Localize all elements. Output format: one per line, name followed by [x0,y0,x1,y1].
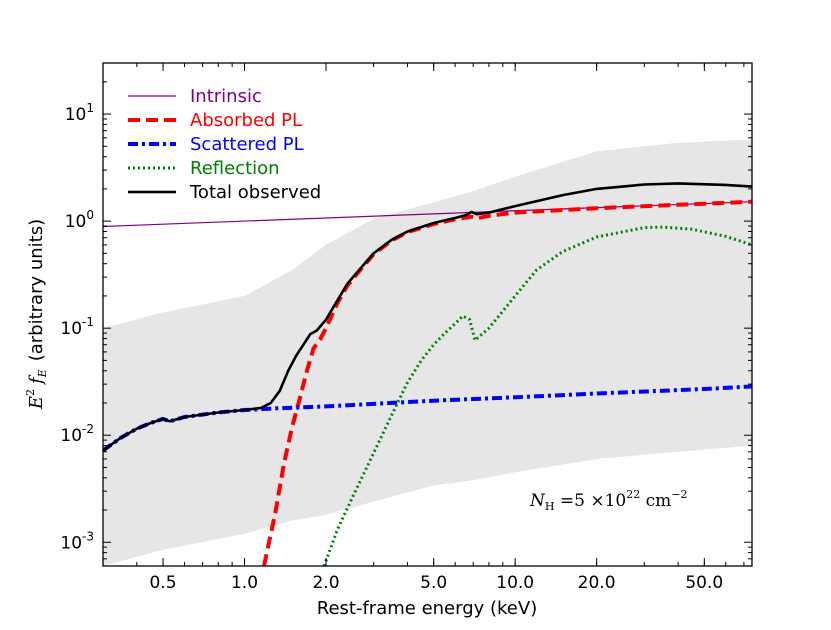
nh-annotation-sup1: 22 [626,488,640,501]
y-tick-label: 10-1 [60,315,94,339]
y-tick-exponent: 0 [86,208,94,222]
x-tick-label: 10.0 [496,573,534,593]
x-tick-label: 20.0 [578,573,616,593]
y-tick-base: 10 [60,533,82,553]
nh-annotation: NH =5 ×1022 cm−2 [529,488,687,513]
legend-label-total-observed: Total observed [189,182,321,203]
x-tick-label: 2.0 [312,573,339,593]
series-line-total-observed [103,182,752,452]
y-axis-title: E2fE(arbitrary units) [24,219,49,410]
x-tick-label: 0.5 [149,573,176,593]
plot-frame [102,62,753,567]
nh-annotation-sub: H [545,500,555,513]
x-axis-title: Rest-frame energy (keV) [317,598,537,619]
y-tick-label: 10-2 [60,422,94,446]
legend-label-absorbed-pl: Absorbed PL [190,110,302,131]
y-tick-label: 10-3 [60,529,94,553]
y-tick-exponent: -2 [82,422,94,436]
y-tick-label: 101 [65,101,94,125]
y-tick-exponent: -1 [82,315,94,329]
legend-label-reflection: Reflection [190,158,280,179]
nh-annotation-mid: =5 ×10 [554,491,626,511]
y-axis-title-units: (arbitrary units) [26,219,47,361]
series-line-reflection [322,225,752,566]
uncertainty-band [103,139,752,566]
y-tick-exponent: 1 [86,101,94,115]
y-tick-exponent: -3 [82,529,94,543]
nh-annotation-unit: cm [640,491,671,511]
y-axis-title-e: E [26,396,47,410]
legend-label-scattered-pl: Scattered PL [190,134,304,155]
x-tick-label: 1.0 [231,573,258,593]
y-axis-title-sub: E [36,369,49,378]
series-line-absorbed-pl [262,199,752,566]
y-tick-base: 10 [65,212,87,232]
nh-annotation-prefix: N [529,491,546,511]
legend-label-intrinsic: Intrinsic [190,86,262,107]
y-tick-base: 10 [60,426,82,446]
y-tick-base: 10 [65,105,87,125]
y-tick-base: 10 [60,319,82,339]
nh-annotation-sup2: −2 [671,488,687,501]
y-axis-title-sup: 2 [24,389,37,396]
y-tick-label: 100 [65,208,94,232]
x-tick-label: 5.0 [420,573,447,593]
x-tick-label: 50.0 [685,573,723,593]
